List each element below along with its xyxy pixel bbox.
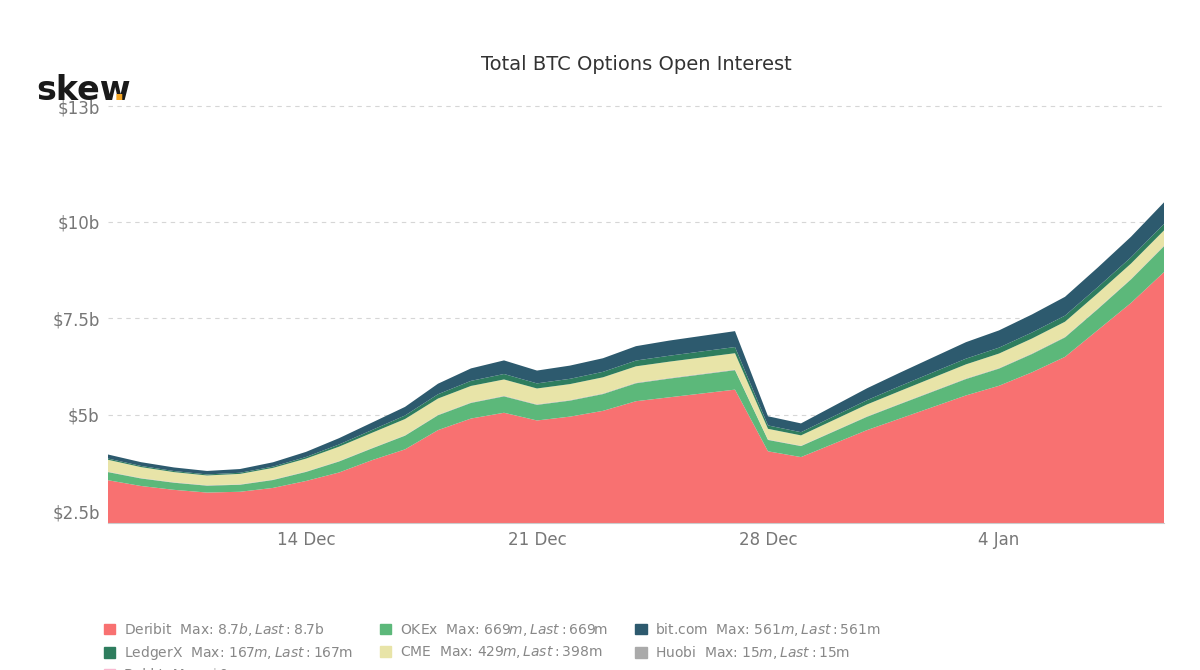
- Title: Total BTC Options Open Interest: Total BTC Options Open Interest: [481, 56, 791, 74]
- Text: skew: skew: [36, 74, 131, 107]
- Text: .: .: [113, 74, 126, 107]
- Legend: Deribit  Max: $8.7b, Last: $8.7b, LedgerX  Max: $167m, Last: $167m, Bakkt  Max: : Deribit Max: $8.7b, Last: $8.7b, LedgerX…: [104, 621, 881, 670]
